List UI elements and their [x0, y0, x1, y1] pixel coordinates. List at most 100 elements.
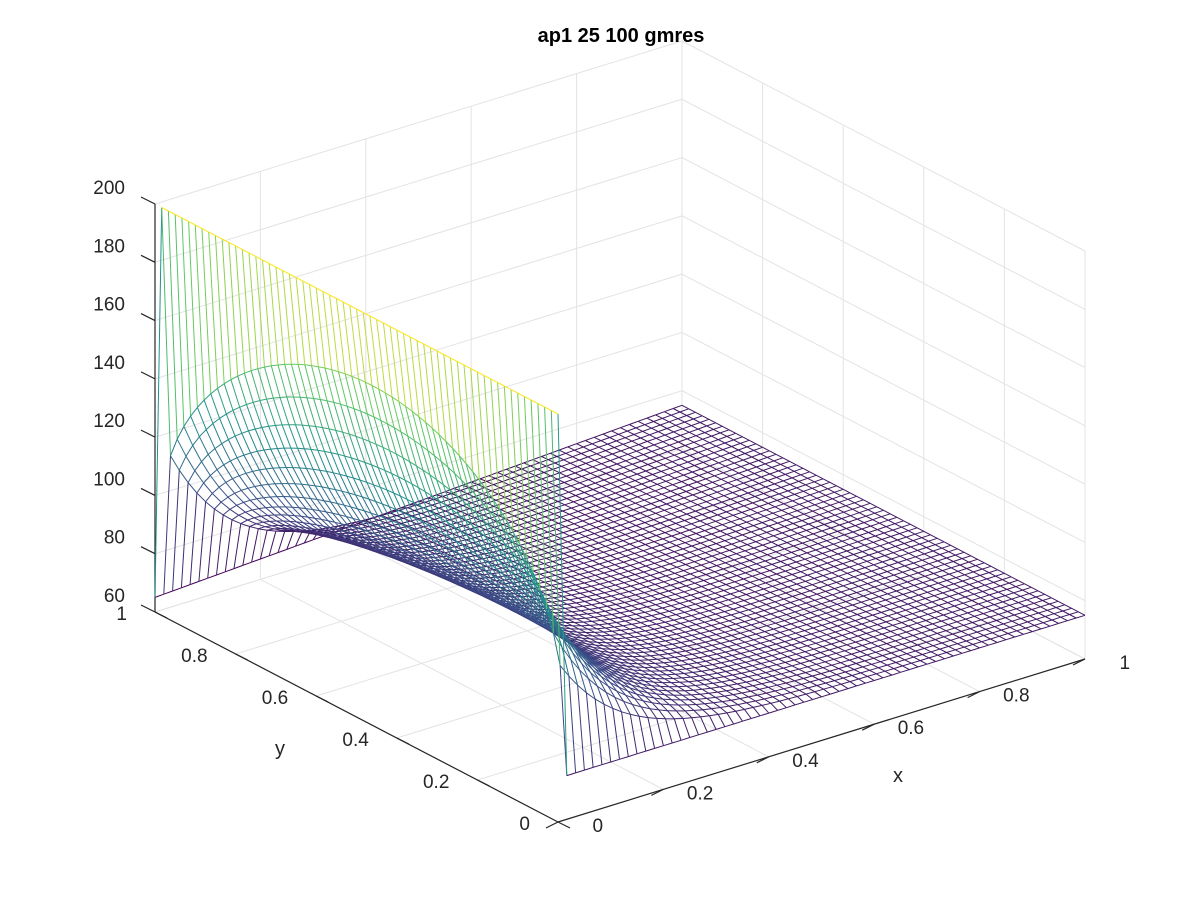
mesh-segment: [820, 484, 828, 490]
mesh-segment: [504, 385, 512, 390]
mesh-segment: [664, 601, 672, 607]
mesh-segment: [544, 406, 554, 634]
mesh-segment: [424, 558, 432, 563]
mesh-segment: [637, 518, 646, 524]
mesh-segment: [605, 627, 613, 632]
mesh-segment: [489, 527, 498, 536]
mesh-segment: [585, 462, 593, 468]
mesh-segment: [237, 376, 247, 405]
mesh-segment: [479, 562, 487, 567]
mesh-segment: [478, 530, 487, 538]
mesh-segment: [433, 513, 441, 519]
mesh-segment: [597, 566, 607, 571]
mesh-segment: [747, 469, 755, 474]
mesh-segment: [720, 527, 730, 532]
mesh-segment: [507, 568, 515, 576]
mesh-segment: [431, 538, 439, 543]
mesh-segment: [589, 608, 597, 614]
mesh-segment: [661, 563, 671, 568]
mesh-segment: [686, 415, 694, 420]
mesh-segment: [579, 504, 588, 509]
mesh-segment: [717, 514, 725, 519]
mesh-segment: [317, 450, 327, 472]
mesh-segment: [368, 498, 379, 516]
mesh-segment: [560, 599, 570, 602]
mesh-segment: [699, 592, 707, 597]
mesh-segment: [682, 428, 690, 433]
mesh-segment: [651, 615, 659, 620]
mesh-segment: [682, 526, 690, 531]
mesh-segment: [584, 514, 592, 519]
mesh-segment: [614, 641, 624, 644]
mesh-segment: [388, 538, 398, 549]
mesh-segment: [212, 418, 220, 424]
mesh-segment: [299, 467, 309, 486]
mesh-segment: [673, 428, 683, 433]
mesh-segment: [647, 437, 657, 442]
mesh-segment: [625, 434, 635, 439]
mesh-segment: [565, 547, 573, 552]
mesh-segment: [636, 568, 645, 573]
mesh-segment: [393, 492, 403, 513]
mesh-segment: [477, 550, 485, 555]
mesh-segment: [269, 552, 279, 557]
mesh-segment: [615, 582, 625, 586]
mesh-segment: [203, 393, 212, 401]
z-tick: [140, 196, 156, 205]
mesh-segment: [629, 447, 637, 452]
mesh-segment: [211, 493, 222, 503]
mesh-segment: [403, 550, 411, 555]
mesh-segment: [631, 603, 641, 607]
mesh-segment: [555, 485, 563, 490]
mesh-segment: [394, 520, 402, 524]
mesh-segment: [497, 576, 506, 581]
mesh-segment: [456, 519, 466, 524]
mesh-segment: [716, 562, 726, 567]
mesh-segment: [399, 534, 407, 538]
mesh-segment: [724, 517, 732, 523]
mesh-segment: [442, 484, 453, 510]
mesh-segment: [692, 471, 700, 476]
mesh-segment: [635, 522, 645, 526]
mesh-segment: [620, 524, 628, 529]
mesh-segment: [623, 640, 633, 643]
mesh-segment: [674, 572, 682, 578]
mesh-segment: [615, 666, 625, 670]
mesh-segment: [470, 368, 480, 481]
mesh-segment: [507, 535, 518, 560]
mesh-segment: [626, 594, 636, 598]
mesh-segment: [400, 431, 408, 437]
mesh-segment: [526, 475, 536, 480]
mesh-segment: [299, 467, 307, 469]
mesh-segment: [433, 549, 441, 554]
mesh-segment: [687, 533, 697, 537]
mesh-segment: [559, 494, 568, 499]
mesh-segment: [654, 487, 665, 492]
mesh-segment: [656, 434, 666, 439]
mesh-segment: [639, 603, 648, 608]
mesh-segment: [617, 576, 627, 580]
mesh-segment: [633, 430, 643, 435]
mesh-segment: [370, 512, 381, 528]
mesh-segment: [320, 399, 328, 402]
mesh-segment: [478, 565, 486, 571]
mesh-segment: [383, 543, 394, 552]
mesh-segment: [697, 428, 705, 434]
mesh-segment: [645, 628, 655, 632]
mesh-segment: [682, 617, 690, 622]
mesh-segment: [524, 503, 534, 508]
mesh-segment: [601, 463, 609, 468]
mesh-segment: [630, 467, 640, 472]
mesh-segment: [733, 436, 743, 441]
mesh-segment: [331, 369, 339, 373]
grid-line: [681, 40, 1086, 252]
mesh-segment: [632, 656, 640, 661]
mesh-segment: [702, 558, 711, 563]
mesh-segment: [665, 638, 675, 642]
mesh-segment: [697, 504, 705, 509]
mesh-segment: [222, 514, 233, 521]
mesh-segment: [471, 561, 481, 576]
mesh-segment: [598, 605, 608, 609]
mesh-segment: [399, 553, 409, 562]
mesh-segment: [256, 498, 266, 508]
